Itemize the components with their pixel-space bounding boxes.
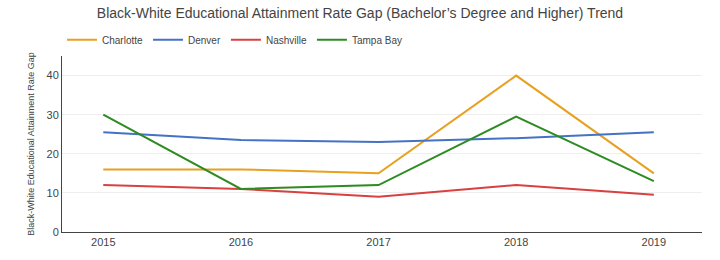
- svg-text:10: 10: [47, 187, 59, 199]
- svg-text:2019: 2019: [642, 236, 666, 248]
- svg-text:Black-White Educational Attain: Black-White Educational Attainment Rate …: [97, 5, 623, 21]
- svg-text:2015: 2015: [91, 236, 115, 248]
- svg-text:Charlotte: Charlotte: [102, 35, 143, 46]
- svg-text:0: 0: [53, 226, 59, 238]
- svg-text:Nashville: Nashville: [266, 35, 307, 46]
- svg-text:2018: 2018: [504, 236, 528, 248]
- svg-text:20: 20: [47, 148, 59, 160]
- svg-text:2017: 2017: [366, 236, 390, 248]
- svg-text:2016: 2016: [229, 236, 253, 248]
- svg-text:Tampa Bay: Tampa Bay: [352, 35, 402, 46]
- svg-text:30: 30: [47, 109, 59, 121]
- svg-text:Black-White Educational Attain: Black-White Educational Attainment Rate …: [26, 52, 36, 236]
- svg-text:40: 40: [47, 69, 59, 81]
- svg-text:Denver: Denver: [188, 35, 221, 46]
